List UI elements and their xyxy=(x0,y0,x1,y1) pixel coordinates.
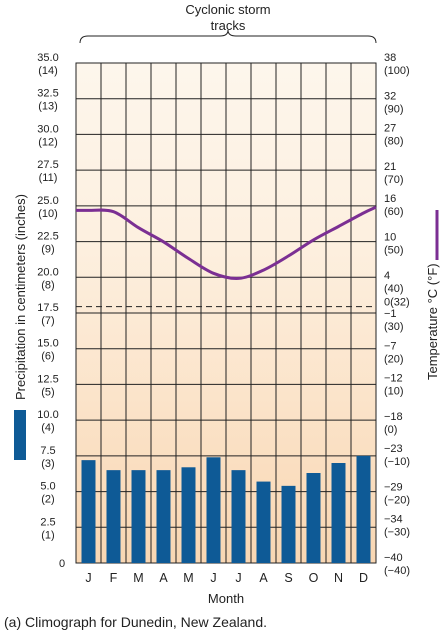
left-tick-label: 25.0 xyxy=(37,195,58,207)
month-tick-label: D xyxy=(359,571,368,585)
month-tick-label: A xyxy=(159,571,168,585)
right-tick-sublabel: (0) xyxy=(384,424,397,436)
right-tick-label: −23 xyxy=(384,443,403,455)
month-tick-label: F xyxy=(110,571,118,585)
precipitation-bar xyxy=(81,460,96,563)
precipitation-bar xyxy=(256,481,271,563)
right-tick-sublabel: (20) xyxy=(384,353,404,365)
right-tick-sublabel: (70) xyxy=(384,174,404,186)
left-tick-sublabel: (9) xyxy=(41,244,54,256)
right-tick-label: 27 xyxy=(384,123,396,135)
right-tick-sublabel: (10) xyxy=(384,386,404,398)
month-tick-label: J xyxy=(210,571,216,585)
left-tick-sublabel: (3) xyxy=(41,458,54,470)
right-tick-label: 38 xyxy=(384,52,396,64)
precipitation-bar xyxy=(306,473,321,563)
right-axis-ticks: 38(100) 32(90) 27(80) 21(70) 16(60) 10(50) 4(4… xyxy=(384,52,410,577)
precipitation-bar xyxy=(356,455,371,563)
left-tick-label: 0 xyxy=(59,558,65,570)
left-tick-sublabel: (7) xyxy=(41,315,54,327)
storm-tracks-label-line2: tracks xyxy=(211,18,246,33)
right-tick-label: 10 xyxy=(384,231,396,243)
right-tick-sublabel: (90) xyxy=(384,103,404,115)
left-tick-sublabel: (6) xyxy=(41,351,54,363)
left-tick-label: 5.0 xyxy=(40,481,55,493)
precipitation-bar xyxy=(106,470,121,563)
left-axis-ticks: 35.0(14) 32.5(13) 30.0(12) 27.5(11) 25.0(10)… xyxy=(37,52,65,570)
left-tick-sublabel: (8) xyxy=(41,279,54,291)
left-tick-label: 30.0 xyxy=(37,123,58,135)
right-tick-label: −7 xyxy=(384,340,397,352)
left-tick-label: 32.5 xyxy=(37,88,58,100)
precipitation-bar xyxy=(206,457,221,563)
left-tick-label: 15.0 xyxy=(37,338,58,350)
right-tick-label: −12 xyxy=(384,373,403,385)
left-tick-sublabel: (10) xyxy=(38,208,58,220)
left-tick-label: 20.0 xyxy=(37,266,58,278)
month-tick-label: S xyxy=(284,571,292,585)
right-tick-sublabel: (−10) xyxy=(384,456,410,468)
right-tick-sublabel: (30) xyxy=(384,321,404,333)
x-axis-label: Month xyxy=(208,591,244,606)
right-tick-sublabel: (40) xyxy=(384,283,404,295)
right-tick-label: −18 xyxy=(384,411,403,423)
right-tick-sublabel: (−30) xyxy=(384,527,410,539)
left-axis-label: Precipitation in centimeters (inches) xyxy=(13,194,28,400)
left-tick-label: 22.5 xyxy=(37,231,58,243)
right-tick-sublabel: (50) xyxy=(384,244,404,256)
right-tick-label: −29 xyxy=(384,481,403,493)
figure-caption: (a) Climograph for Dunedin, New Zealand. xyxy=(4,614,268,630)
precipitation-bar xyxy=(131,470,146,563)
left-tick-sublabel: (13) xyxy=(38,101,58,113)
precipitation-bar xyxy=(156,470,171,563)
right-tick-sublabel: (100) xyxy=(384,65,410,77)
left-tick-sublabel: (1) xyxy=(41,529,54,541)
left-tick-sublabel: (11) xyxy=(39,172,58,184)
precipitation-bar xyxy=(231,470,246,563)
right-tick-label: −1 xyxy=(384,308,397,320)
month-tick-label: M xyxy=(183,571,193,585)
right-tick-label: 0(32) xyxy=(384,297,410,309)
storm-tracks-brace xyxy=(79,29,377,44)
precipitation-bar xyxy=(181,467,196,563)
month-tick-label: J xyxy=(85,571,91,585)
left-tick-label: 7.5 xyxy=(40,445,55,457)
month-tick-label: M xyxy=(133,571,143,585)
left-tick-sublabel: (2) xyxy=(41,494,54,506)
left-tick-sublabel: (12) xyxy=(38,136,58,148)
month-tick-label: O xyxy=(309,571,319,585)
left-tick-label: 27.5 xyxy=(37,159,58,171)
left-tick-label: 17.5 xyxy=(37,302,58,314)
right-tick-sublabel: (80) xyxy=(384,136,404,148)
month-tick-label: N xyxy=(334,571,343,585)
left-tick-label: 10.0 xyxy=(37,409,58,421)
left-tick-sublabel: (14) xyxy=(38,65,58,77)
right-tick-sublabel: (−40) xyxy=(384,565,410,577)
right-tick-label: 16 xyxy=(384,193,396,205)
left-tick-label: 12.5 xyxy=(37,373,58,385)
month-tick-label: A xyxy=(259,571,268,585)
right-tick-label: −34 xyxy=(384,514,403,526)
right-tick-label: 32 xyxy=(384,90,396,102)
left-tick-label: 2.5 xyxy=(40,516,55,528)
right-tick-sublabel: (−20) xyxy=(384,494,410,506)
precipitation-legend-swatch xyxy=(14,410,26,460)
month-tick-label: J xyxy=(235,571,241,585)
precipitation-bars xyxy=(81,455,371,563)
right-axis-label: Temperature °C (°F) xyxy=(425,263,440,380)
right-tick-label: 4 xyxy=(384,270,390,282)
left-tick-sublabel: (5) xyxy=(41,386,54,398)
storm-tracks-label-line1: Cyclonic storm xyxy=(185,2,270,17)
left-tick-label: 35.0 xyxy=(37,52,58,64)
grid xyxy=(76,63,376,563)
right-tick-sublabel: (60) xyxy=(384,206,404,218)
precipitation-bar xyxy=(281,485,296,563)
temperature-line xyxy=(75,205,377,280)
right-tick-label: 21 xyxy=(384,161,396,173)
right-tick-label: −40 xyxy=(384,552,403,564)
left-tick-sublabel: (4) xyxy=(41,422,54,434)
precipitation-bar xyxy=(331,463,346,563)
